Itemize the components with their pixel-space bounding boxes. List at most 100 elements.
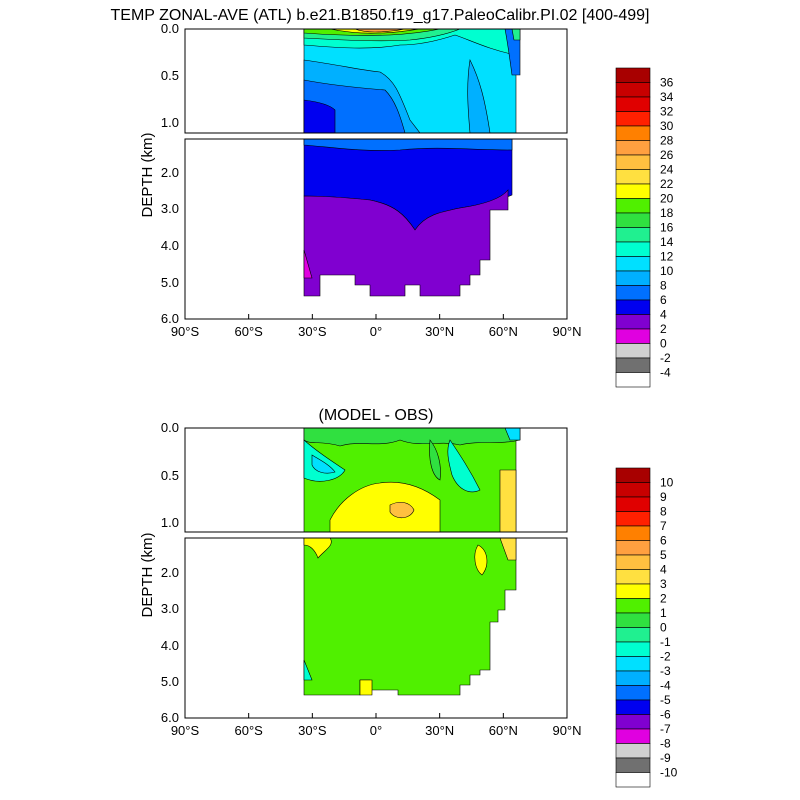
colorbar-swatch xyxy=(615,757,651,773)
colorbar-label: 22 xyxy=(660,177,674,191)
colorbar-swatch xyxy=(615,285,651,301)
y-tick-label: 0.0 xyxy=(161,21,179,36)
y-tick-label: 4.0 xyxy=(161,638,179,653)
colorbar-swatch xyxy=(615,525,651,541)
colorbar-label: 20 xyxy=(660,192,674,206)
colorbar-swatch xyxy=(615,357,651,373)
colorbar-swatch xyxy=(615,227,651,243)
colorbar-swatch xyxy=(615,169,651,185)
colorbar-swatch xyxy=(615,140,651,156)
colorbar-swatch xyxy=(615,467,651,483)
y-ticks-1: 0.0 0.5 1.0 2.0 3.0 4.0 5.0 6.0 xyxy=(161,21,179,326)
colorbar-swatch xyxy=(615,554,651,570)
colorbar-swatch xyxy=(615,714,651,730)
colorbar-swatch xyxy=(615,372,651,388)
y-axis-label-1: DEPTH (km) xyxy=(139,133,156,218)
y-tick-label: 0.5 xyxy=(161,468,179,483)
colorbar-label: 1 xyxy=(660,606,667,620)
colorbar-swatch xyxy=(615,241,651,257)
colorbar-swatch xyxy=(615,314,651,330)
colorbar-swatch xyxy=(615,96,651,112)
colorbar-label: 5 xyxy=(660,548,667,562)
y-tick-label: 0.5 xyxy=(161,68,179,83)
colorbar-swatch xyxy=(615,482,651,498)
colorbar-label: 4 xyxy=(660,563,667,577)
colorbar-swatch xyxy=(615,540,651,556)
y-tick-label: 2.0 xyxy=(161,565,179,580)
colorbar-swatch xyxy=(615,256,651,272)
contour-field-lower-1 xyxy=(303,139,513,297)
colorbar-swatch xyxy=(615,699,651,715)
colorbar-swatch xyxy=(615,125,651,141)
x-tick-label: 90°N xyxy=(552,723,581,738)
y-tick-label: 1.0 xyxy=(161,515,179,530)
colorbar-label: 36 xyxy=(660,76,674,90)
x-ticks-2: 90°S 60°S 30°S 0° 30°N 60°N 90°N xyxy=(171,713,582,738)
x-tick-label: 90°N xyxy=(552,324,581,339)
colorbar-swatch xyxy=(615,212,651,228)
y-tick-label: 1.0 xyxy=(161,115,179,130)
colorbar-label: 26 xyxy=(660,148,674,162)
x-tick-label: 90°S xyxy=(171,324,200,339)
colorbar-swatch xyxy=(615,328,651,344)
colorbar-swatch xyxy=(615,670,651,686)
colorbar-swatch xyxy=(615,598,651,614)
contour-field-upper-2 xyxy=(303,428,521,532)
colorbar-label: -8 xyxy=(660,737,671,751)
x-tick-label: 60°N xyxy=(489,723,518,738)
colorbar-swatch xyxy=(615,270,651,286)
colorbar-label: -4 xyxy=(660,366,671,380)
contour-field-lower-2 xyxy=(303,538,517,696)
chart-title-2: (MODEL - OBS) xyxy=(319,407,434,424)
colorbar-label: 18 xyxy=(660,206,674,220)
x-tick-label: 30°N xyxy=(425,723,454,738)
y-axis-label-2: DEPTH (km) xyxy=(139,533,156,618)
colorbar-swatch xyxy=(615,67,651,83)
colorbar-swatch xyxy=(615,343,651,359)
colorbar-label: 10 xyxy=(660,264,674,278)
contour-field-upper-1 xyxy=(303,29,521,133)
colorbar-label: 32 xyxy=(660,105,674,119)
colorbar-swatch xyxy=(615,183,651,199)
colorbar-label: -3 xyxy=(660,664,671,678)
chart-title-1: TEMP ZONAL-AVE (ATL) b.e21.B1850.f19_g17… xyxy=(111,7,650,24)
colorbar-label: -2 xyxy=(660,351,671,365)
colorbar-label: 6 xyxy=(660,293,667,307)
colorbar-label: 3 xyxy=(660,577,667,591)
x-tick-label: 30°N xyxy=(425,324,454,339)
x-tick-label: 30°S xyxy=(298,723,327,738)
colorbar-label: -4 xyxy=(660,679,671,693)
colorbar-label: -7 xyxy=(660,722,671,736)
colorbar-label: 30 xyxy=(660,119,674,133)
colorbar-swatch xyxy=(615,496,651,512)
x-tick-label: 30°S xyxy=(298,324,327,339)
colorbar-label: 34 xyxy=(660,90,674,104)
y-tick-label: 4.0 xyxy=(161,238,179,253)
x-tick-label: 90°S xyxy=(171,723,200,738)
colorbar-label: 9 xyxy=(660,490,667,504)
colorbar-swatch xyxy=(615,612,651,628)
x-tick-label: 0° xyxy=(370,324,382,339)
colorbar-label: 2 xyxy=(660,592,667,606)
colorbar-swatch xyxy=(615,685,651,701)
y-tick-label: 6.0 xyxy=(161,710,179,725)
x-tick-label: 0° xyxy=(370,723,382,738)
colorbar-label: 4 xyxy=(660,308,667,322)
y-tick-label: 0.0 xyxy=(161,420,179,435)
colorbar-label: -5 xyxy=(660,693,671,707)
y-tick-label: 3.0 xyxy=(161,201,179,216)
y-tick-label: 5.0 xyxy=(161,275,179,290)
colorbar-label: 8 xyxy=(660,505,667,519)
y-tick-label: 6.0 xyxy=(161,311,179,326)
colorbar-label: 8 xyxy=(660,279,667,293)
colorbar-swatch xyxy=(615,569,651,585)
colorbar-label: 12 xyxy=(660,250,674,264)
colorbar-swatch xyxy=(615,111,651,127)
x-tick-label: 60°S xyxy=(234,723,263,738)
y-tick-label: 2.0 xyxy=(161,165,179,180)
colorbar-label: 7 xyxy=(660,519,667,533)
colorbar-label: 0 xyxy=(660,621,667,635)
colorbar-label: 16 xyxy=(660,221,674,235)
